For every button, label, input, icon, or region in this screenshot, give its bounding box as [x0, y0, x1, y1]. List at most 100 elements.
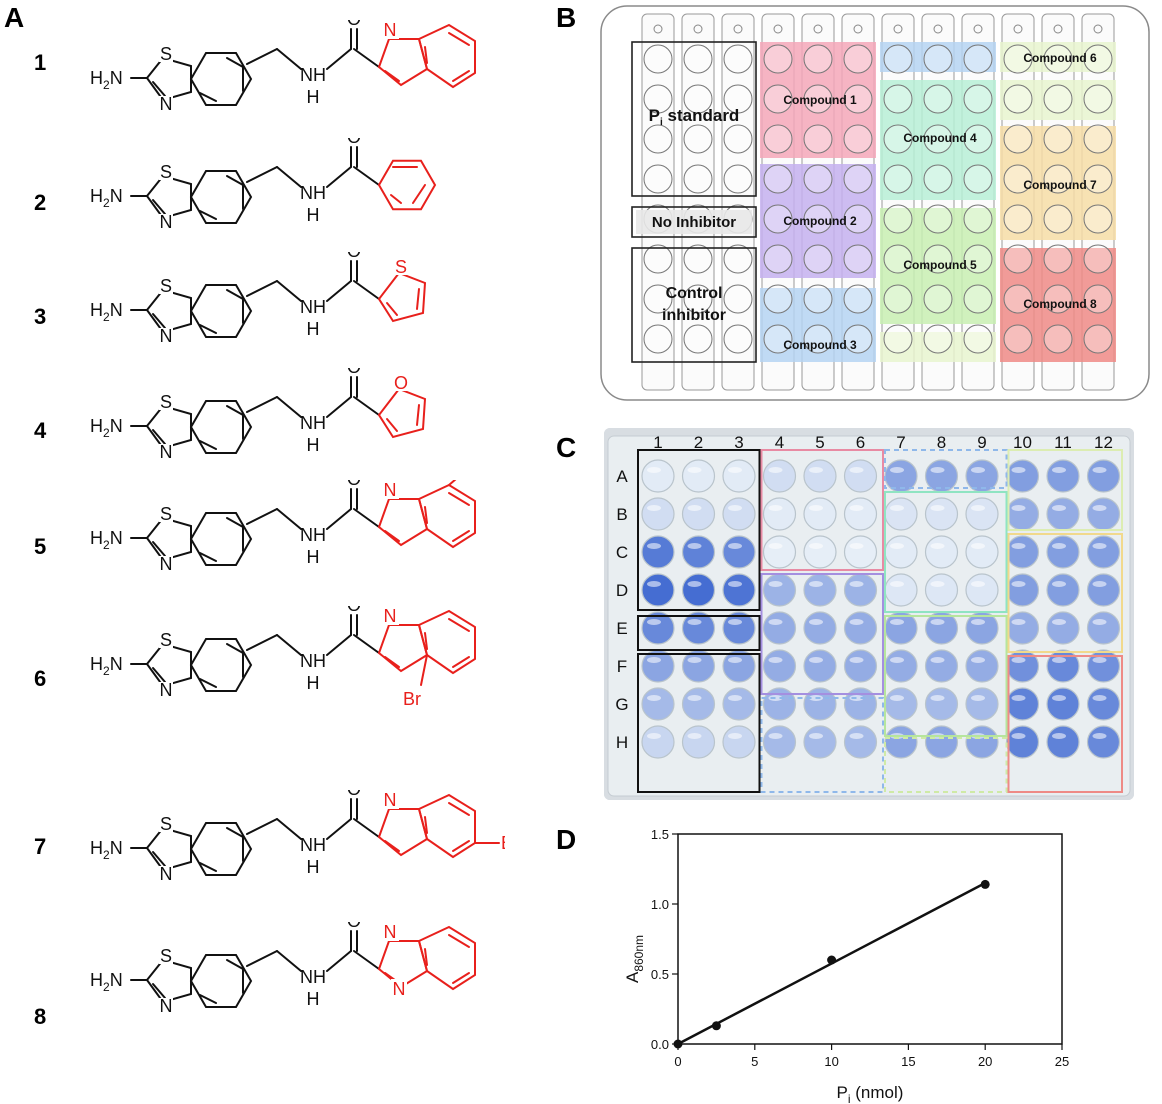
thiazole-n: N — [160, 212, 173, 232]
plate-well — [803, 44, 833, 74]
group-outline — [637, 653, 761, 793]
plate-well — [883, 204, 913, 234]
compound-6-structure: H2NSNNHHONHBr — [90, 606, 476, 709]
plate-well — [683, 284, 713, 314]
plate-photo-well — [762, 725, 797, 759]
plate-well — [1043, 124, 1073, 154]
plate-well — [1003, 204, 1033, 234]
plate-well — [843, 284, 873, 314]
plate-photo-well — [762, 459, 797, 493]
row-header: B — [616, 505, 627, 524]
plate-well — [1043, 284, 1073, 314]
strip-hole — [773, 24, 783, 34]
thiazole-n: N — [160, 326, 173, 346]
plate-photo-well — [843, 535, 878, 569]
amine-label: H2N — [90, 654, 123, 678]
column-header: 2 — [694, 433, 703, 452]
data-point — [827, 955, 837, 965]
plate-well — [963, 244, 993, 274]
plate-well — [1003, 164, 1033, 194]
plate-photo-well — [641, 687, 675, 721]
plate-well — [963, 324, 993, 354]
plate-well — [723, 164, 753, 194]
plate-photo-well — [1046, 535, 1080, 569]
thiazole-s: S — [160, 392, 172, 412]
data-point — [711, 1021, 721, 1031]
plate-well — [1003, 84, 1033, 114]
plate-well — [923, 284, 953, 314]
strip-hole — [893, 24, 903, 34]
plate-photo-well — [762, 535, 797, 569]
plate-well — [763, 324, 793, 354]
plate-photo-well — [965, 725, 999, 759]
plate-well — [643, 284, 673, 314]
strip-hole — [1013, 24, 1023, 34]
plate-well — [803, 244, 833, 274]
strip-hole — [693, 24, 703, 34]
column-header: 7 — [896, 433, 905, 452]
plate-photo-well — [1005, 535, 1040, 569]
amine-label: H2N — [90, 528, 123, 552]
row-header: E — [616, 619, 627, 638]
plate-well — [643, 124, 673, 154]
plate-photo-well — [1005, 687, 1040, 721]
plate-well — [843, 124, 873, 154]
ring-h: H — [384, 480, 397, 481]
plate-photo-well — [681, 535, 716, 569]
y-tick-label: 0.0 — [651, 1037, 669, 1052]
plate-well — [683, 244, 713, 274]
plate-well — [963, 284, 993, 314]
amide-nh: NH — [300, 297, 326, 317]
plate-well — [883, 124, 913, 154]
compound-5-label: Compound 5 — [903, 258, 977, 272]
plate-photo-well — [1046, 725, 1080, 759]
panel-a-label: A — [4, 2, 25, 33]
compound-color-block — [1000, 42, 1116, 72]
plate-well — [1083, 124, 1113, 154]
plate-well — [963, 124, 993, 154]
plate-photo-well — [641, 459, 675, 493]
plate-photo-well — [924, 573, 959, 607]
carbonyl-o: O — [347, 606, 361, 615]
plate-well — [763, 44, 793, 74]
compound-number-2: 2 — [34, 190, 47, 215]
plate-photo-well — [681, 687, 716, 721]
plate-well — [923, 204, 953, 234]
plate-photo-well — [1005, 459, 1040, 493]
plate-well — [963, 204, 993, 234]
compound-4-structure: H2N S N NHH O O — [90, 368, 427, 462]
strip-hole — [853, 24, 863, 34]
plate-well — [883, 244, 913, 274]
plate-well — [1043, 44, 1073, 74]
column-header: 10 — [1013, 433, 1032, 452]
amine-label: H2N — [90, 300, 123, 324]
plate-photo-well — [722, 459, 756, 493]
plate-well — [923, 324, 953, 354]
plate-well — [803, 284, 833, 314]
group-outline — [1007, 449, 1123, 531]
plate-well — [923, 84, 953, 114]
plate-well — [843, 44, 873, 74]
x-tick-label: 0 — [674, 1054, 681, 1069]
thiazole-s: S — [160, 44, 172, 64]
amide-h: H — [307, 673, 320, 693]
amide-h: H — [307, 319, 320, 339]
thiazole-n: N — [160, 442, 173, 462]
plate-photo-well — [722, 497, 756, 531]
plate-well — [643, 84, 673, 114]
row-header: C — [616, 543, 628, 562]
plate-well — [923, 244, 953, 274]
panel-b-label: B — [556, 2, 577, 33]
compound-color-block — [880, 42, 996, 72]
plate-well — [803, 124, 833, 154]
pi-standard-box — [631, 41, 757, 197]
x-tick-label: 5 — [751, 1054, 758, 1069]
plate-well — [843, 164, 873, 194]
plate-well — [723, 124, 753, 154]
column-header: 3 — [734, 433, 743, 452]
panel-d-label: D — [556, 824, 577, 855]
amine-label: H2N — [90, 186, 123, 210]
plate-photo-well — [1086, 535, 1121, 569]
amide-nh: NH — [300, 967, 326, 987]
